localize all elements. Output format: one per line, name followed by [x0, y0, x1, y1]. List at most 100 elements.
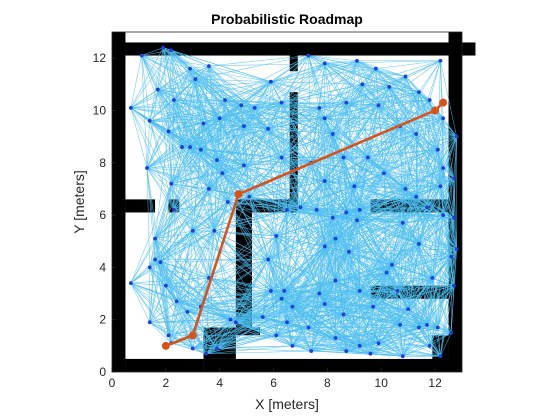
roadmap-edge: [192, 149, 202, 231]
roadmap-edge: [343, 105, 379, 158]
roadmap-edge: [168, 335, 207, 354]
roadmap-edge: [243, 165, 325, 247]
roadmap-edge: [405, 76, 444, 169]
roadmap-edge: [222, 172, 325, 182]
roadmap-edge: [324, 63, 344, 158]
roadmap-node: [376, 341, 381, 346]
roadmap-edge: [292, 246, 325, 346]
roadmap-edge: [359, 149, 438, 211]
roadmap-edge: [397, 290, 428, 326]
roadmap-edge: [208, 188, 250, 198]
roadmap-edge: [214, 160, 218, 231]
roadmap-edge: [442, 214, 457, 250]
roadmap-edge: [429, 60, 441, 101]
roadmap-node: [169, 48, 174, 53]
roadmap-edge: [442, 167, 455, 179]
roadmap-edge: [286, 246, 325, 323]
roadmap-edge: [343, 60, 358, 158]
roadmap-edge: [168, 230, 215, 336]
roadmap-edge: [171, 322, 288, 344]
roadmap-edge: [372, 306, 441, 357]
roadmap-edge: [418, 285, 455, 328]
roadmap-edge: [375, 68, 438, 150]
roadmap-edge: [130, 282, 172, 344]
roadmap-node: [438, 184, 443, 189]
roadmap-edge: [281, 68, 376, 103]
wall-segment: [125, 358, 204, 372]
roadmap-edge: [375, 68, 406, 77]
roadmap-node: [341, 155, 346, 160]
roadmap-node: [387, 85, 392, 89]
roadmap-edge: [348, 206, 428, 252]
roadmap-edge: [141, 55, 148, 169]
roadmap-edge: [397, 207, 428, 292]
roadmap-edge: [324, 180, 347, 213]
roadmap-edge: [324, 180, 406, 190]
roadmap-edge: [335, 186, 355, 281]
roadmap-edge: [222, 173, 229, 203]
roadmap-edge: [324, 206, 428, 247]
roadmap-edge: [319, 102, 347, 109]
roadmap-edge: [362, 84, 385, 174]
roadmap-edge: [402, 285, 455, 357]
roadmap-edge: [324, 246, 398, 292]
roadmap-edge: [324, 180, 355, 187]
roadmap-edge: [219, 118, 245, 127]
roadmap-edge: [149, 104, 242, 122]
roadmap-edge: [408, 308, 438, 328]
roadmap-edge: [343, 157, 406, 190]
roadmap-edge: [157, 78, 196, 90]
roadmap-edge: [346, 167, 444, 213]
roadmap-node: [207, 187, 211, 191]
roadmap-edge: [324, 118, 401, 127]
roadmap-node: [344, 210, 349, 215]
roadmap-node: [198, 147, 203, 152]
roadmap-edge: [154, 131, 169, 239]
roadmap-edge: [267, 128, 301, 208]
roadmap-edge: [432, 178, 455, 278]
roadmap-edge: [208, 209, 288, 279]
roadmap-edge: [402, 327, 438, 357]
roadmap-edge: [281, 102, 312, 163]
roadmap-node: [309, 349, 314, 353]
roadmap-edge: [171, 159, 218, 184]
roadmap-node: [279, 155, 284, 160]
roadmap-edge: [130, 238, 156, 284]
roadmap-edge: [268, 246, 325, 260]
roadmap-edge: [243, 125, 282, 158]
roadmap-edge: [324, 246, 379, 344]
roadmap-edge: [219, 55, 309, 119]
roadmap-edge: [343, 314, 430, 347]
roadmap-edge: [373, 285, 454, 307]
roadmap-edge: [268, 259, 320, 294]
roadmap-node: [347, 249, 351, 254]
roadmap-edge: [268, 128, 333, 135]
roadmap-edge: [173, 209, 202, 307]
roadmap-edge: [181, 125, 245, 148]
roadmap-edge: [168, 230, 194, 336]
roadmap-edge: [348, 251, 379, 344]
roadmap-edge: [400, 118, 444, 127]
roadmap-edge: [267, 128, 277, 237]
roadmap-edge: [345, 306, 374, 352]
roadmap-edge: [249, 128, 269, 197]
roadmap-edge: [405, 76, 439, 150]
roadmap-edge: [149, 107, 255, 122]
roadmap-edge: [432, 217, 455, 278]
roadmap-edge: [378, 99, 430, 106]
roadmap-edge: [208, 277, 218, 349]
roadmap-node: [212, 228, 217, 233]
roadmap-edge: [130, 47, 164, 108]
roadmap-edge: [426, 206, 455, 218]
roadmap-edge: [200, 149, 223, 174]
roadmap-node: [306, 53, 311, 58]
roadmap-edge: [146, 125, 245, 169]
roadmap-edge: [324, 86, 390, 119]
roadmap-edge: [200, 118, 220, 150]
roadmap-edge: [254, 107, 344, 158]
roadmap-edge: [216, 345, 293, 349]
roadmap-node: [373, 66, 378, 71]
roadmap-edge: [332, 133, 438, 150]
roadmap-node: [233, 320, 238, 325]
